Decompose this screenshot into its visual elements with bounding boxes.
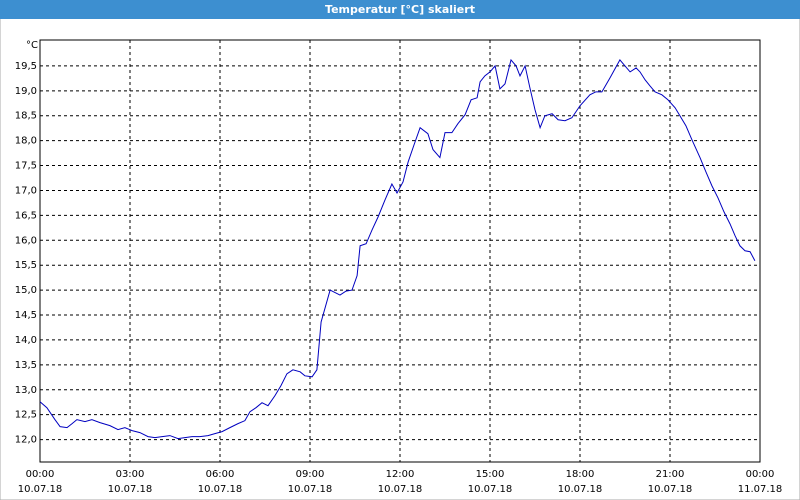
y-tick-label: 18,0 <box>15 136 37 147</box>
y-tick-label: 14,5 <box>15 310 37 321</box>
y-tick-label: 13,5 <box>15 360 37 371</box>
y-tick-label: 15,0 <box>15 285 37 296</box>
y-tick-label: 17,5 <box>15 161 37 172</box>
y-tick-label: 19,0 <box>15 86 37 97</box>
y-tick-label: 17,0 <box>15 185 37 196</box>
x-tick-label: 18:00 <box>566 469 595 480</box>
data-line <box>39 58 756 440</box>
x-tick-label: 00:00 <box>746 469 775 480</box>
x-tick-date: 10.07.18 <box>18 484 63 495</box>
x-tick-label: 12:00 <box>386 469 415 480</box>
y-tick-label: 16,5 <box>15 210 37 221</box>
x-tick-date: 10.07.18 <box>108 484 153 495</box>
x-tick-label: 06:00 <box>206 469 235 480</box>
x-tick-label: 21:00 <box>656 469 685 480</box>
x-tick-date: 10.07.18 <box>468 484 513 495</box>
x-tick-label: 09:00 <box>296 469 325 480</box>
chart-title: Temperatur [°C] skaliert <box>325 3 475 16</box>
y-tick-label: 15,5 <box>15 260 37 271</box>
x-tick-date: 10.07.18 <box>648 484 693 495</box>
x-tick-date: 10.07.18 <box>288 484 333 495</box>
x-tick-label: 15:00 <box>476 469 505 480</box>
title-bar <box>0 0 800 19</box>
y-tick-label: 14,0 <box>15 335 37 346</box>
y-tick-label: 12,5 <box>15 410 37 421</box>
x-tick-date: 10.07.18 <box>558 484 603 495</box>
x-tick-date: 10.07.18 <box>378 484 423 495</box>
y-axis-label: °C <box>26 40 38 51</box>
y-tick-label: 12,0 <box>15 435 37 446</box>
y-tick-label: 19,5 <box>15 61 37 72</box>
x-tick-label: 03:00 <box>116 469 145 480</box>
x-tick-label: 00:00 <box>26 469 55 480</box>
x-tick-date: 11.07.18 <box>738 484 783 495</box>
y-tick-label: 18,5 <box>15 111 37 122</box>
y-tick-label: 13,0 <box>15 385 37 396</box>
x-tick-date: 10.07.18 <box>198 484 243 495</box>
y-tick-label: 16,0 <box>15 235 37 246</box>
